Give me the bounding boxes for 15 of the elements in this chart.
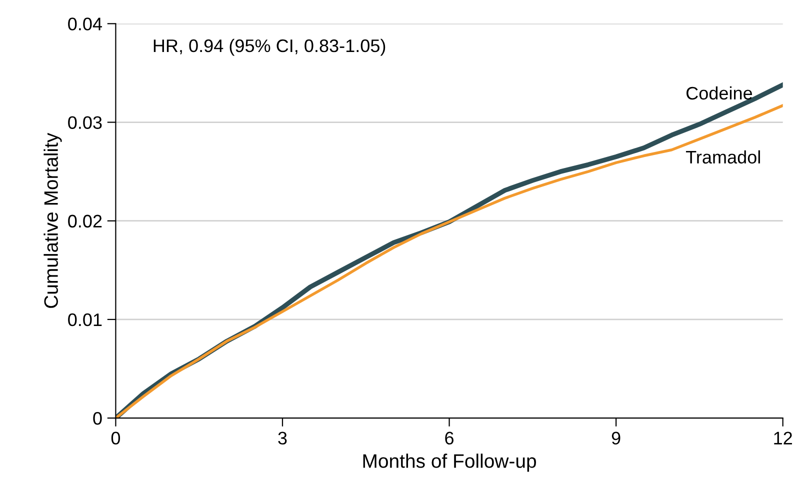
x-tick-label: 12 [774, 432, 792, 444]
series-label: Tramadol [686, 150, 760, 164]
y-tick-label: 0.02 [68, 214, 102, 228]
y-tick-label: 0.01 [68, 313, 102, 326]
x-axis-title: Months of Follow-up [363, 454, 536, 472]
x-tick-label: 0 [111, 432, 120, 445]
series-label: Codeine [686, 86, 752, 100]
y-tick-label: 0.03 [68, 116, 102, 129]
y-tick-label: 0.04 [68, 18, 102, 30]
x-tick-label: 3 [278, 432, 287, 445]
x-tick-label: 6 [445, 432, 454, 445]
annotation: HR, 0.94 (95% CI, 0.83-1.05) [154, 38, 386, 56]
y-tick-label: 0 [93, 412, 102, 425]
x-tick-label: 9 [612, 432, 620, 445]
y-axis-title: Cumulative Mortality [44, 132, 62, 308]
